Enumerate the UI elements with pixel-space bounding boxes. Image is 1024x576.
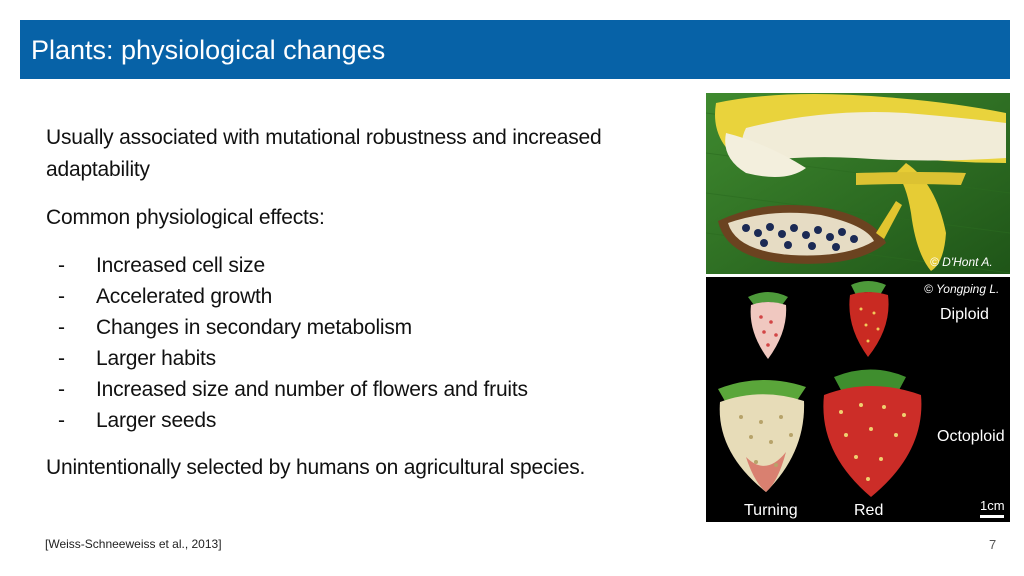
list-item: - Larger habits: [46, 343, 686, 374]
banana-illustration: [706, 93, 1010, 274]
strawberry-octoploid-red: [823, 369, 922, 497]
list-item-label: Larger seeds: [96, 409, 217, 432]
list-item-label: Accelerated growth: [96, 285, 273, 308]
title-bar: Plants: physiological changes: [20, 20, 1010, 79]
strawberry-octoploid-turning: [718, 379, 806, 492]
intro-text: Usually associated with mutational robus…: [46, 126, 602, 181]
effects-heading: Common physiological effects:: [46, 206, 325, 229]
list-item-label: Increased size and number of flowers and…: [96, 378, 528, 401]
bullet-dash: -: [58, 378, 65, 401]
slide-title: Plants: physiological changes: [31, 35, 386, 65]
list-item: - Accelerated growth: [46, 281, 686, 312]
bullet-dash: -: [58, 347, 65, 370]
banana-photo: © D'Hont A.: [706, 93, 1010, 274]
strawberry-diploid-red: [849, 281, 889, 357]
bullet-dash: -: [58, 409, 65, 432]
scale-label: 1cm: [980, 498, 1005, 513]
list-item: - Changes in secondary metabolism: [46, 312, 686, 343]
slide-body: Usually associated with mutational robus…: [46, 122, 686, 484]
scale-bar: [980, 515, 1004, 518]
strawberry-photo: © Yongping L. Diploid Octoploid Turning …: [706, 277, 1010, 522]
bullet-dash: -: [58, 285, 65, 308]
conclusion-text: Unintentionally selected by humans on ag…: [46, 456, 586, 479]
list-item: - Larger seeds: [46, 405, 686, 436]
list-item-label: Increased cell size: [96, 254, 265, 277]
effects-list: - Increased cell size - Accelerated growth…: [46, 250, 686, 436]
row-label-octoploid: Octoploid: [937, 428, 1005, 445]
row-label-diploid: Diploid: [940, 306, 989, 323]
list-item-label: Larger habits: [96, 347, 216, 370]
banana-credit: © D'Hont A.: [930, 255, 993, 269]
citation: [Weiss-Schneeweiss et al., 2013]: [45, 537, 222, 551]
column-label-red: Red: [854, 502, 884, 519]
list-item: - Increased size and number of flowers an…: [46, 374, 686, 405]
bullet-dash: -: [58, 316, 65, 339]
list-item: - Increased cell size: [46, 250, 686, 281]
page-number: 7: [989, 537, 997, 552]
strawberry-diploid-turning: [748, 292, 788, 359]
strawberry-credit: © Yongping L.: [924, 282, 1000, 296]
strawberry-illustration: [706, 277, 1010, 522]
bullet-dash: -: [58, 254, 65, 277]
column-label-turning: Turning: [744, 502, 798, 519]
list-item-label: Changes in secondary metabolism: [96, 316, 412, 339]
